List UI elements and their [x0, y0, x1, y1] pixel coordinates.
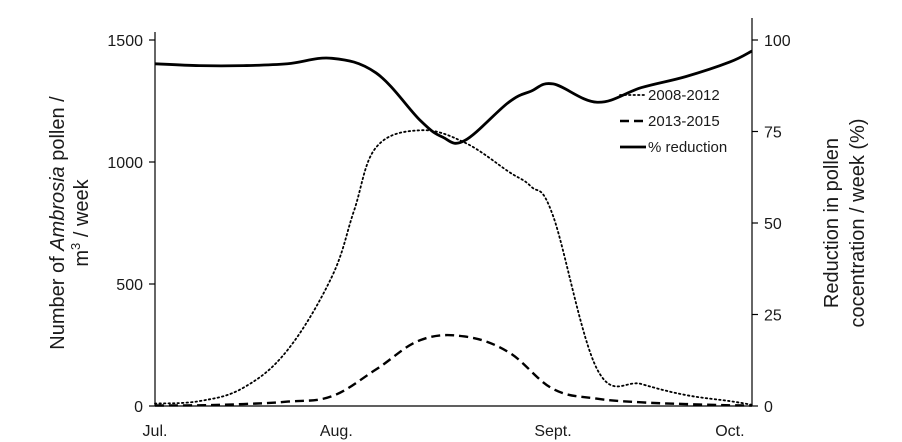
series-line-2 [154, 49, 753, 145]
legend-label-0: 2008-2012 [648, 87, 720, 104]
right-tick-label: 0 [764, 399, 773, 416]
right-axis-title-line1: Reduction in pollen [821, 138, 843, 308]
left-tick-label: 0 [134, 399, 143, 416]
legend: 2008-2012 2013-2015 % reduction [619, 87, 727, 156]
x-tick-label: Sept. [534, 423, 571, 440]
x-tick-label: Oct. [715, 423, 744, 440]
right-tick-label: 50 [764, 216, 782, 233]
left-tick-label: 500 [116, 277, 143, 294]
axis-titles: Number of Ambrosia pollen /m3 / week Redu… [47, 96, 869, 350]
right-tick-label: 75 [764, 125, 782, 142]
series-layer [154, 49, 753, 407]
legend-label-2: % reduction [648, 139, 727, 156]
left-tick-label: 1000 [107, 155, 143, 172]
right-tick-label: 100 [764, 33, 791, 50]
right-tick-label: 25 [764, 308, 782, 325]
left-axis-title-line1: Number of Ambrosia pollen / [47, 96, 69, 350]
left-axis-title-line2: m3 / week [68, 178, 93, 266]
right-axis-title-line2: cocentration / week (%) [847, 119, 869, 328]
series-line-1 [154, 333, 753, 407]
axes: 0 500 1000 1500 0 25 50 75 100 Jul. Aug. Sept. Oct. [107, 18, 791, 440]
series-line-0 [154, 129, 753, 406]
x-tick-label: Jul. [143, 423, 168, 440]
left-tick-label: 1500 [107, 33, 143, 50]
x-tick-label: Aug. [320, 423, 353, 440]
legend-label-1: 2013-2015 [648, 113, 720, 130]
